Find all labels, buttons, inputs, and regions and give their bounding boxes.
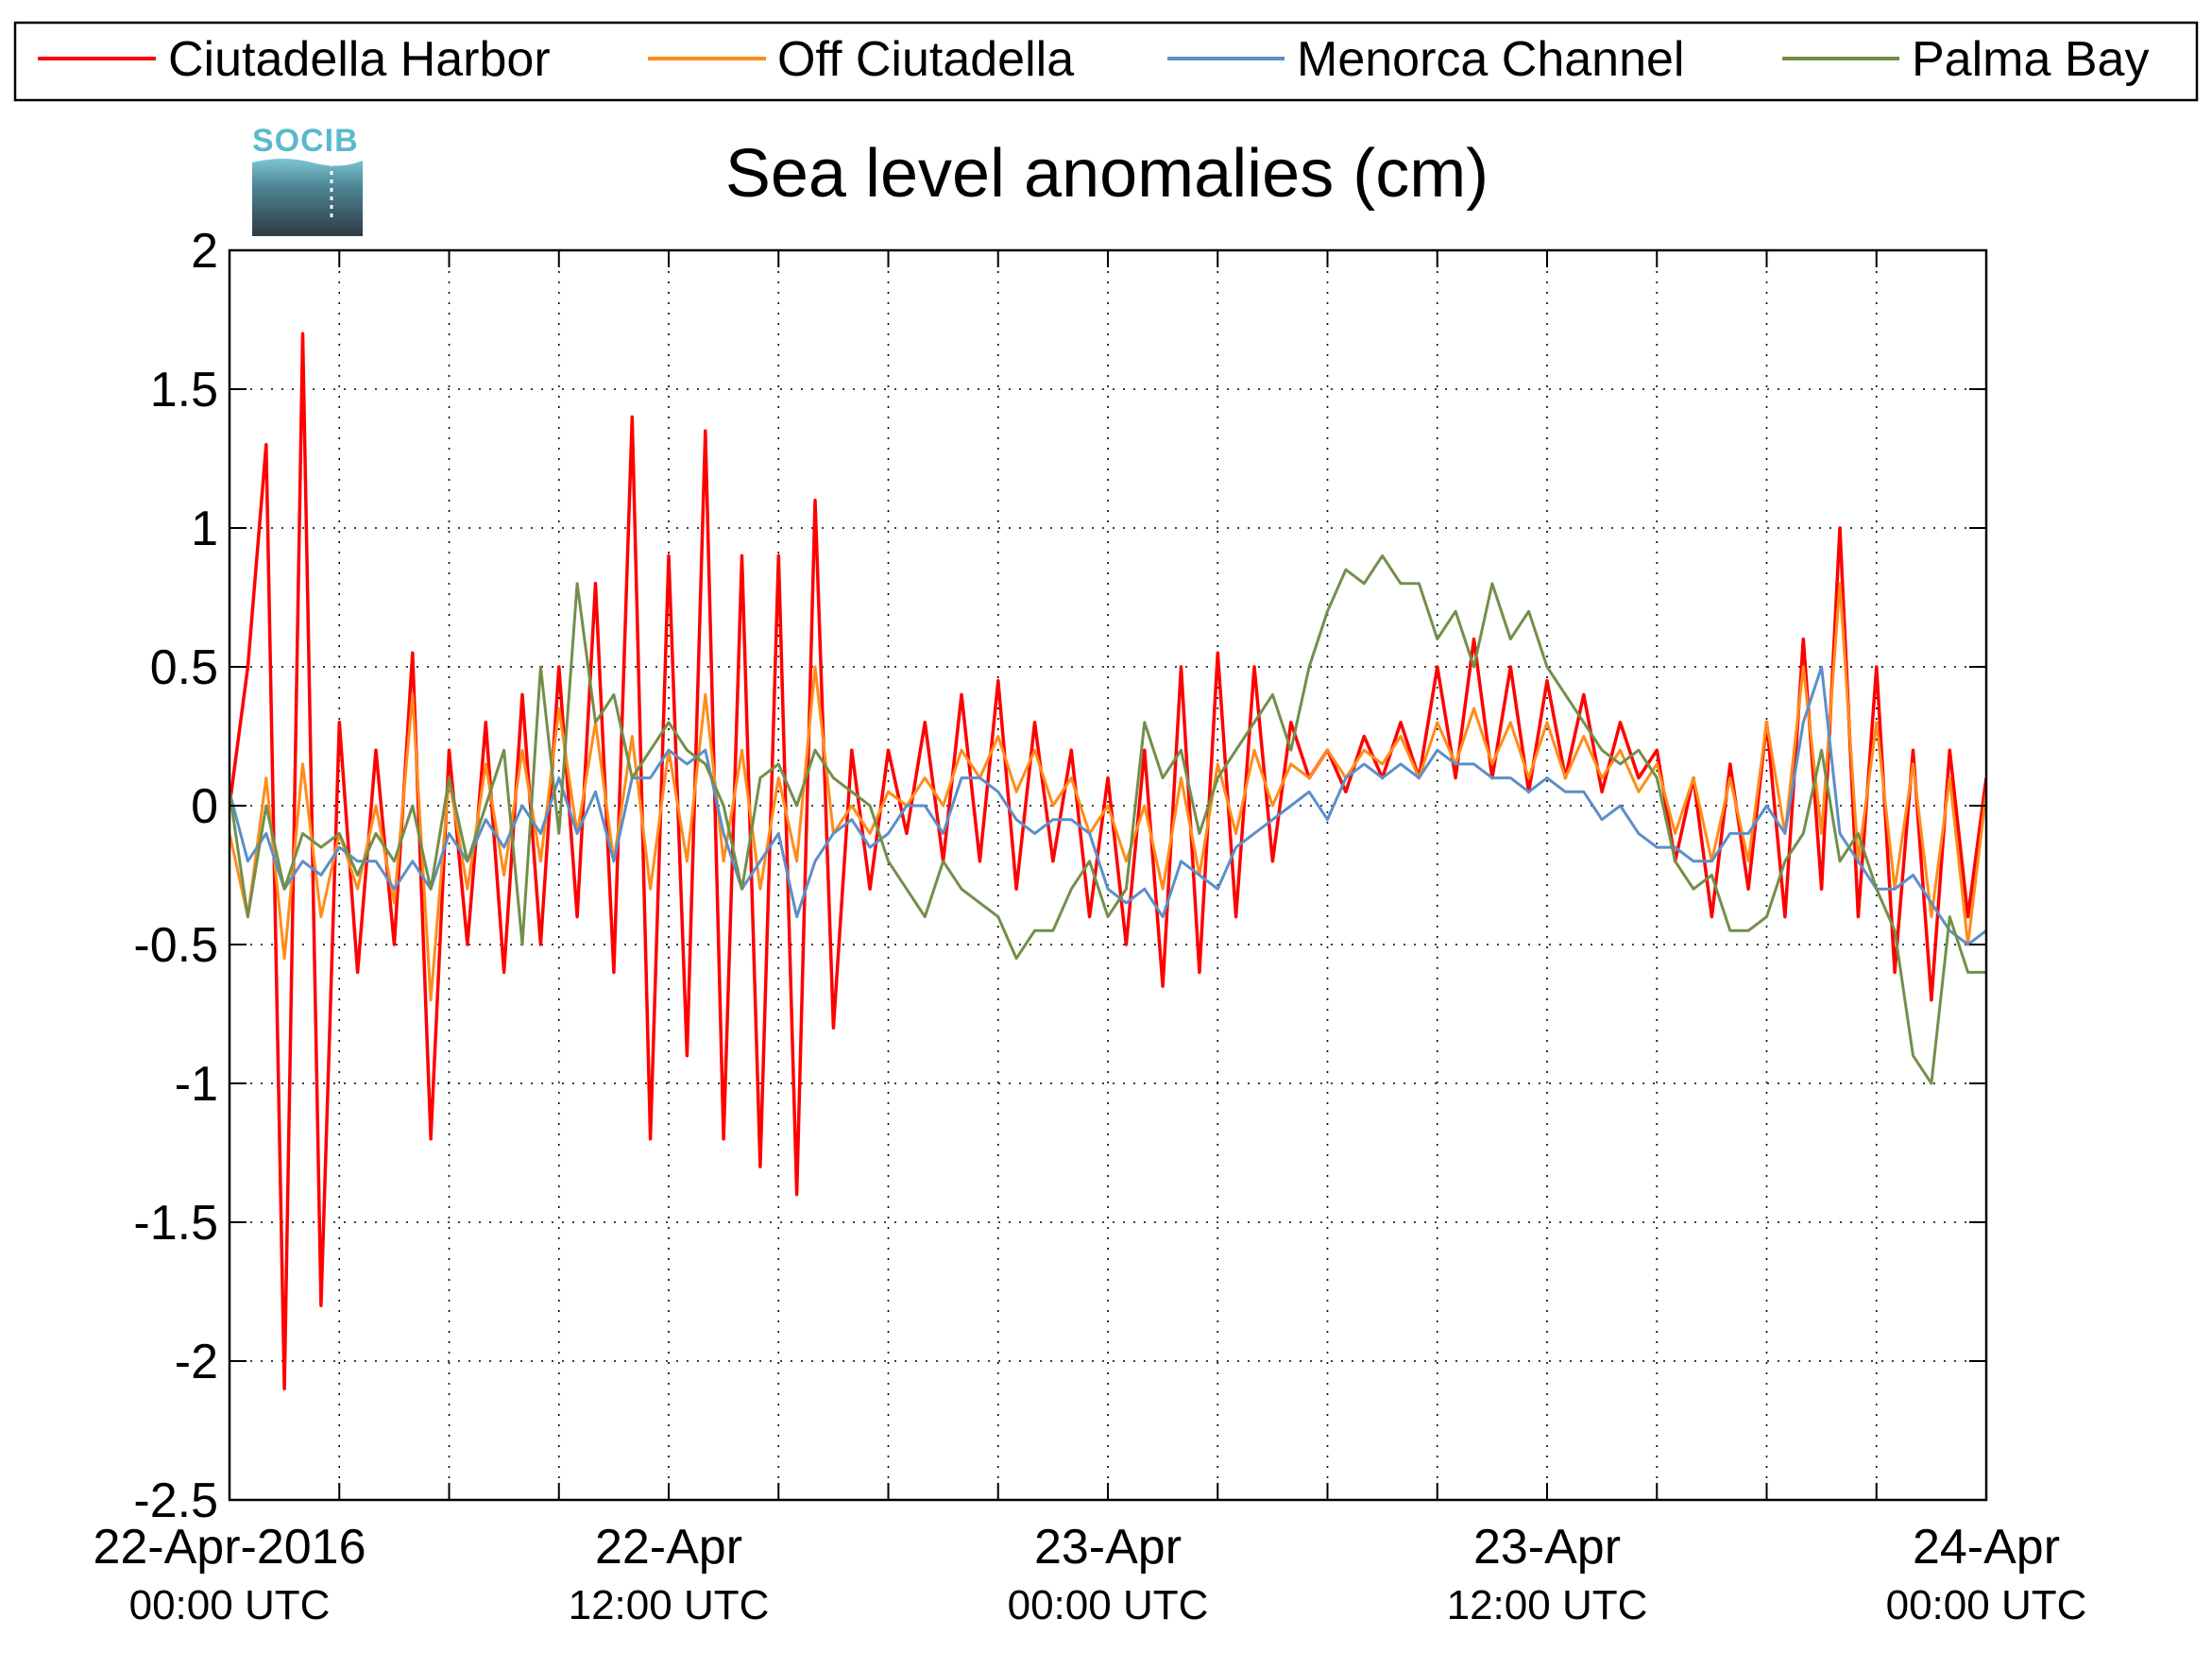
x-tick-label-date: 23-Apr — [1473, 1520, 1621, 1575]
y-tick-label: 0 — [191, 779, 218, 834]
x-tick-label-date: 22-Apr-2016 — [93, 1520, 366, 1575]
logo-wave — [252, 159, 363, 236]
legend-label-palma-bay: Palma Bay — [1912, 32, 2149, 87]
grid — [230, 250, 1986, 1500]
socib-logo: SOCIB — [252, 123, 363, 236]
x-axis-labels: 22-Apr-2016 00:00 UTC 22-Apr 12:00 UTC 23-Ap… — [93, 1520, 2086, 1628]
series-lines — [230, 332, 1986, 1391]
x-tick-label-time: 12:00 UTC — [569, 1582, 770, 1628]
legend-label-menorca-channel: Menorca Channel — [1297, 32, 1684, 87]
chart-title: Sea level anomalies (cm) — [725, 136, 1489, 212]
axis-ticks — [229, 249, 1987, 1501]
legend: Ciutadella Harbor Off Ciutadella Menorca… — [13, 21, 2199, 102]
x-tick-label-time: 00:00 UTC — [129, 1582, 331, 1628]
y-tick-label: 1 — [191, 502, 218, 556]
y-axis-labels: 2 1.5 1 0.5 0 -0.5 -1 -1.5 -2 -2.5 — [133, 224, 218, 1528]
x-tick-label-time: 00:00 UTC — [1886, 1582, 2087, 1628]
legend-label-ciutadella-harbor: Ciutadella Harbor — [168, 32, 551, 87]
x-tick-label-date: 22-Apr — [595, 1520, 742, 1575]
x-tick-label-time: 00:00 UTC — [1008, 1582, 1209, 1628]
y-tick-label: -0.5 — [133, 918, 218, 973]
series-line-menorca-channel — [230, 665, 1986, 946]
y-tick-label: -2 — [175, 1335, 218, 1389]
x-tick-label-time: 12:00 UTC — [1447, 1582, 1648, 1628]
plot-area — [230, 332, 1986, 1391]
y-tick-label: 0.5 — [150, 640, 218, 695]
y-tick-label: -1.5 — [133, 1196, 218, 1251]
x-tick-label-date: 24-Apr — [1913, 1520, 2060, 1575]
y-tick-label: 1.5 — [150, 363, 218, 417]
legend-label-off-ciutadella: Off Ciutadella — [777, 32, 1074, 87]
logo-text: SOCIB — [252, 123, 359, 159]
series-line-ciutadella-harbor — [230, 332, 1986, 1391]
y-tick-label: -1 — [175, 1057, 218, 1112]
y-tick-label: -2.5 — [133, 1473, 218, 1528]
x-tick-label-date: 23-Apr — [1034, 1520, 1182, 1575]
series-line-off-ciutadella — [230, 582, 1986, 1002]
series-line-palma-bay — [230, 553, 1986, 1085]
y-tick-label: 2 — [191, 224, 218, 279]
legend-frame — [13, 21, 2199, 102]
